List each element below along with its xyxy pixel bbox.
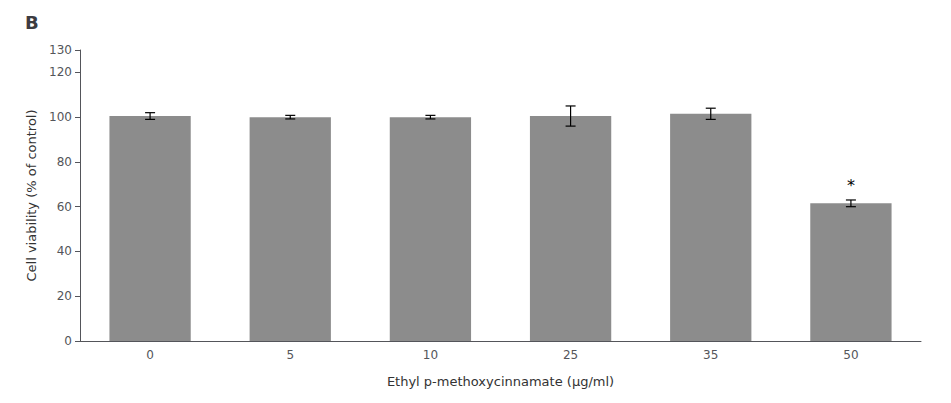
- svg-text:50: 50: [843, 348, 858, 362]
- svg-text:0: 0: [146, 348, 154, 362]
- svg-text:80: 80: [57, 155, 72, 169]
- svg-text:60: 60: [57, 200, 72, 214]
- svg-text:0: 0: [64, 334, 72, 348]
- svg-text:Ethyl p-methoxycinnamate (μg/m: Ethyl p-methoxycinnamate (μg/ml): [387, 374, 614, 389]
- svg-text:10: 10: [423, 348, 438, 362]
- svg-text:25: 25: [563, 348, 578, 362]
- svg-text:120: 120: [49, 65, 72, 79]
- svg-text:130: 130: [49, 43, 72, 57]
- svg-text:B: B: [25, 12, 39, 33]
- svg-text:Cell viability (% of control): Cell viability (% of control): [24, 109, 39, 281]
- svg-text:5: 5: [286, 348, 294, 362]
- svg-text:100: 100: [49, 110, 72, 124]
- svg-text:*: *: [847, 176, 855, 195]
- svg-text:35: 35: [703, 348, 718, 362]
- svg-text:20: 20: [57, 289, 72, 303]
- svg-text:40: 40: [57, 244, 72, 258]
